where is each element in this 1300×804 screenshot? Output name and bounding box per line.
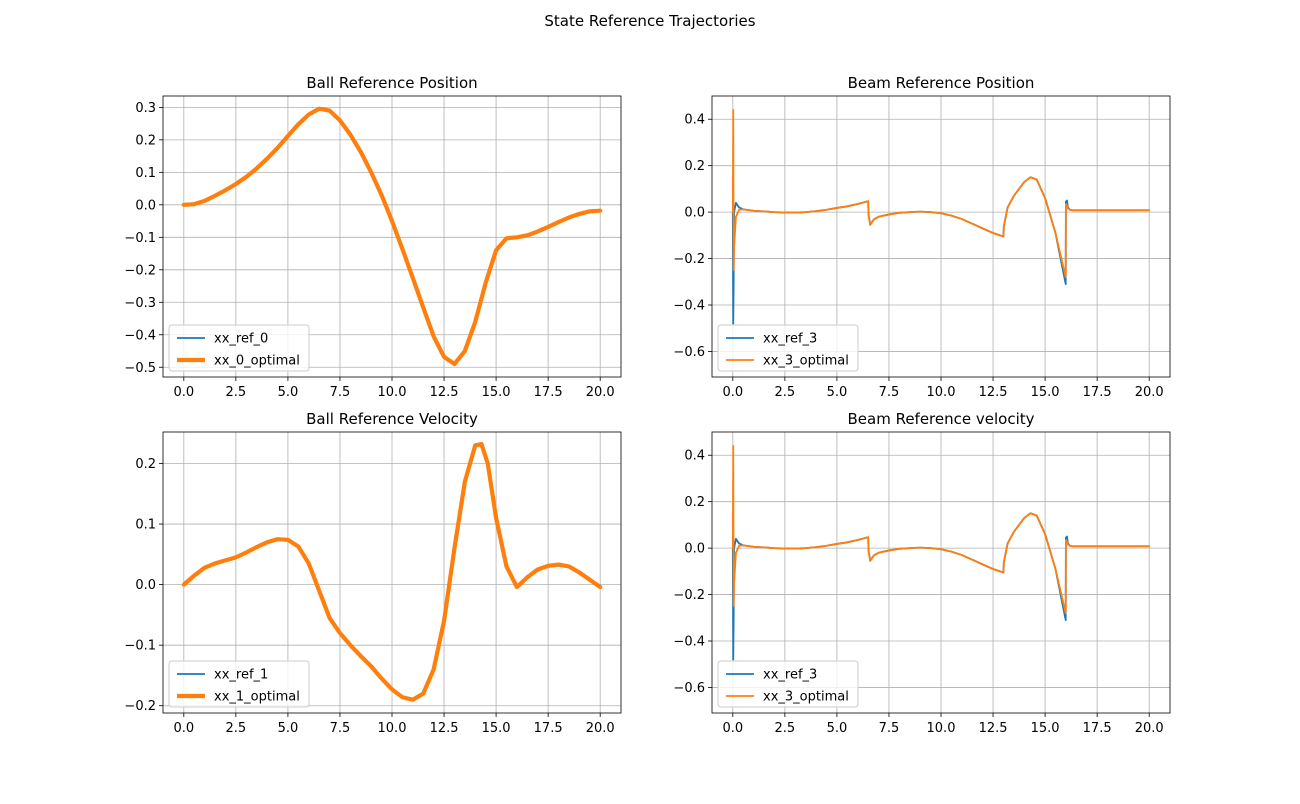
legend: xx_ref_3 xx_3_optimal	[717, 324, 859, 372]
y-tick-label: −0.2	[673, 252, 705, 267]
x-tick-label: 15.0	[482, 385, 511, 400]
subplot-title: Beam Reference velocity	[847, 410, 1034, 428]
x-tick-label: 17.5	[534, 721, 563, 736]
x-tick-label: 15.0	[482, 721, 511, 736]
figure-suptitle: State Reference Trajectories	[544, 12, 756, 30]
y-tick-label: 0.1	[135, 166, 156, 181]
x-tick-label: 12.5	[430, 385, 459, 400]
legend: xx_ref_1 xx_1_optimal	[168, 660, 310, 708]
y-tick-label: −0.3	[124, 296, 156, 311]
subplot-title: Ball Reference Velocity	[306, 410, 478, 428]
legend: xx_ref_3 xx_3_optimal	[717, 660, 859, 708]
x-tick-label: 17.5	[1083, 721, 1112, 736]
x-tick-label: 7.5	[879, 385, 900, 400]
y-tick-label: 0.4	[684, 113, 705, 128]
x-tick-label: 0.0	[722, 721, 743, 736]
series-line-2	[181, 442, 603, 702]
x-tick-label: 10.0	[378, 385, 407, 400]
y-tick-label: −0.1	[124, 639, 156, 654]
x-tick-label: 15.0	[1031, 385, 1060, 400]
x-tick-label: 2.5	[775, 385, 796, 400]
x-tick-label: 2.5	[775, 721, 796, 736]
x-tick-label: 20.0	[586, 385, 615, 400]
subplot-2: 0.0 2.5 5.0 7.5 10.0 12.5 15.0 17.5 20.0 −0.6 −0.4…	[673, 74, 1171, 400]
subplot-1: 0.0 2.5 5.0 7.5 10.0 12.5 15.0 17.5 20.0 −0.5 −0.4…	[124, 74, 622, 400]
subplot-title: Beam Reference Position	[848, 74, 1035, 92]
legend-label: xx_0_optimal	[214, 354, 300, 369]
y-tick-label: 0.0	[684, 542, 705, 557]
subplot-3: 0.0 2.5 5.0 7.5 10.0 12.5 15.0 17.5 20.0 −0.2 −0.1…	[124, 410, 622, 736]
y-tick-label: −0.6	[673, 681, 705, 696]
x-tick-label: 0.0	[173, 385, 194, 400]
y-tick-label: −0.4	[124, 328, 156, 343]
series-line-2	[731, 109, 1151, 279]
x-tick-label: 12.5	[979, 721, 1008, 736]
legend-label: xx_ref_3	[763, 668, 817, 683]
series-line-2	[731, 445, 1151, 615]
y-tick-label: −0.2	[673, 588, 705, 603]
x-tick-label: 20.0	[586, 721, 615, 736]
y-tick-label: 0.0	[684, 206, 705, 221]
y-tick-label: 0.2	[135, 457, 156, 472]
legend-label: xx_ref_0	[214, 332, 268, 347]
legend: xx_ref_0 xx_0_optimal	[168, 324, 310, 372]
x-tick-label: 12.5	[979, 385, 1008, 400]
x-tick-label: 0.0	[173, 721, 194, 736]
x-tick-label: 2.5	[226, 721, 247, 736]
y-tick-label: 0.2	[684, 159, 705, 174]
x-tick-label: 5.0	[278, 721, 299, 736]
legend-label: xx_1_optimal	[214, 690, 300, 705]
y-tick-label: 0.3	[135, 101, 156, 116]
x-tick-label: 7.5	[330, 721, 351, 736]
legend-label: xx_ref_1	[214, 668, 268, 683]
series-line-2	[181, 106, 603, 367]
y-tick-label: 0.2	[135, 133, 156, 148]
y-tick-label: −0.5	[124, 361, 156, 376]
y-tick-label: −0.6	[673, 345, 705, 360]
x-tick-label: 20.0	[1135, 385, 1164, 400]
y-tick-label: 0.2	[684, 495, 705, 510]
y-tick-label: −0.4	[673, 635, 705, 650]
x-tick-label: 2.5	[226, 385, 247, 400]
y-tick-label: 0.0	[135, 578, 156, 593]
subplot-title: Ball Reference Position	[306, 74, 477, 92]
y-tick-label: −0.4	[673, 299, 705, 314]
y-tick-label: 0.0	[135, 198, 156, 213]
x-tick-label: 17.5	[534, 385, 563, 400]
subplot-4: 0.0 2.5 5.0 7.5 10.0 12.5 15.0 17.5 20.0 −0.6 −0.4…	[673, 410, 1171, 736]
y-tick-label: 0.1	[135, 518, 156, 533]
legend-label: xx_3_optimal	[763, 354, 849, 369]
y-tick-label: −0.2	[124, 263, 156, 278]
y-tick-label: 0.4	[684, 449, 705, 464]
x-tick-label: 7.5	[330, 385, 351, 400]
legend-label: xx_ref_3	[763, 332, 817, 347]
x-tick-label: 5.0	[278, 385, 299, 400]
x-tick-label: 17.5	[1083, 385, 1112, 400]
x-tick-label: 10.0	[378, 721, 407, 736]
x-tick-label: 12.5	[430, 721, 459, 736]
x-tick-label: 0.0	[722, 385, 743, 400]
x-tick-label: 10.0	[927, 721, 956, 736]
x-tick-label: 15.0	[1031, 721, 1060, 736]
y-tick-label: −0.2	[124, 699, 156, 714]
x-tick-label: 10.0	[927, 385, 956, 400]
y-tick-label: −0.1	[124, 231, 156, 246]
x-tick-label: 5.0	[827, 721, 848, 736]
x-tick-label: 20.0	[1135, 721, 1164, 736]
legend-label: xx_3_optimal	[763, 690, 849, 705]
x-tick-label: 7.5	[879, 721, 900, 736]
x-tick-label: 5.0	[827, 385, 848, 400]
